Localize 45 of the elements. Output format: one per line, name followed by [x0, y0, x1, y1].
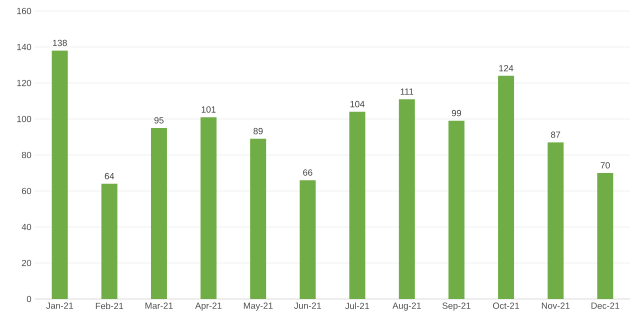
- x-tick-label: Jun-21: [294, 302, 321, 309]
- x-tick-label: Apr-21: [195, 302, 222, 311]
- y-tick-label: 20: [22, 260, 32, 266]
- bar: [300, 180, 316, 299]
- bar: [349, 112, 366, 299]
- y-tick-label: 160: [17, 8, 32, 14]
- bar: [250, 138, 266, 299]
- x-tick-label: Nov-21: [542, 302, 570, 309]
- x-tick-label: Sep-21: [442, 302, 470, 311]
- x-tick-label: Feb-21: [96, 302, 124, 310]
- y-tick-label: 100: [17, 116, 32, 122]
- data-label: 64: [104, 172, 114, 180]
- bar: [52, 50, 68, 299]
- x-tick-label: Jul-21: [345, 302, 370, 310]
- data-label: 70: [600, 162, 610, 168]
- bar: [398, 99, 415, 299]
- data-label: 87: [551, 132, 560, 138]
- bar: [498, 76, 514, 299]
- y-tick-label: 120: [17, 80, 32, 86]
- y-tick-label: 0: [26, 296, 32, 302]
- bar: [597, 172, 614, 299]
- y-tick-label: 60: [22, 188, 32, 194]
- bar: [200, 117, 217, 299]
- data-label: 124: [499, 65, 514, 72]
- x-tick-label: Aug-21: [392, 302, 421, 311]
- x-tick-label: Jan-21: [46, 302, 74, 309]
- data-label: 89: [254, 128, 263, 134]
- data-label: 99: [452, 110, 462, 116]
- bar: [448, 120, 464, 299]
- data-label: 138: [53, 40, 67, 46]
- y-tick-label: 140: [17, 44, 32, 50]
- bar: [548, 142, 564, 299]
- x-tick-label: Oct-21: [493, 302, 520, 309]
- data-label: 104: [350, 100, 365, 108]
- data-label: 66: [303, 169, 312, 176]
- data-label: 111: [400, 88, 414, 95]
- x-tick-label: Dec-21: [591, 302, 620, 309]
- bar: [150, 128, 167, 299]
- y-tick-label: 40: [22, 224, 32, 230]
- x-tick-label: Mar-21: [145, 302, 173, 309]
- bar: [101, 184, 118, 299]
- x-tick-label: May-21: [244, 302, 273, 311]
- data-label: 101: [202, 106, 216, 113]
- data-label: 95: [154, 117, 164, 124]
- y-tick-label: 80: [22, 152, 32, 158]
